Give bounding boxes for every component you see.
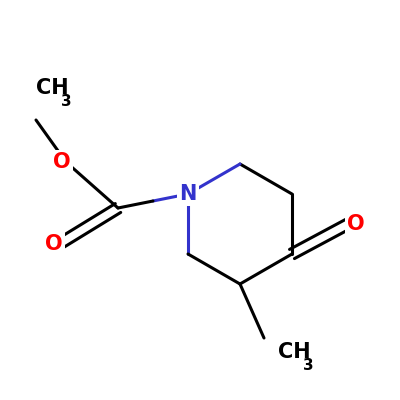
Text: O: O [347,214,365,234]
Text: CH: CH [278,342,311,362]
Text: CH: CH [36,78,69,98]
Text: 3: 3 [61,94,72,109]
Text: 3: 3 [303,358,314,373]
Text: O: O [45,234,63,254]
Text: O: O [53,152,71,172]
Text: N: N [179,184,197,204]
